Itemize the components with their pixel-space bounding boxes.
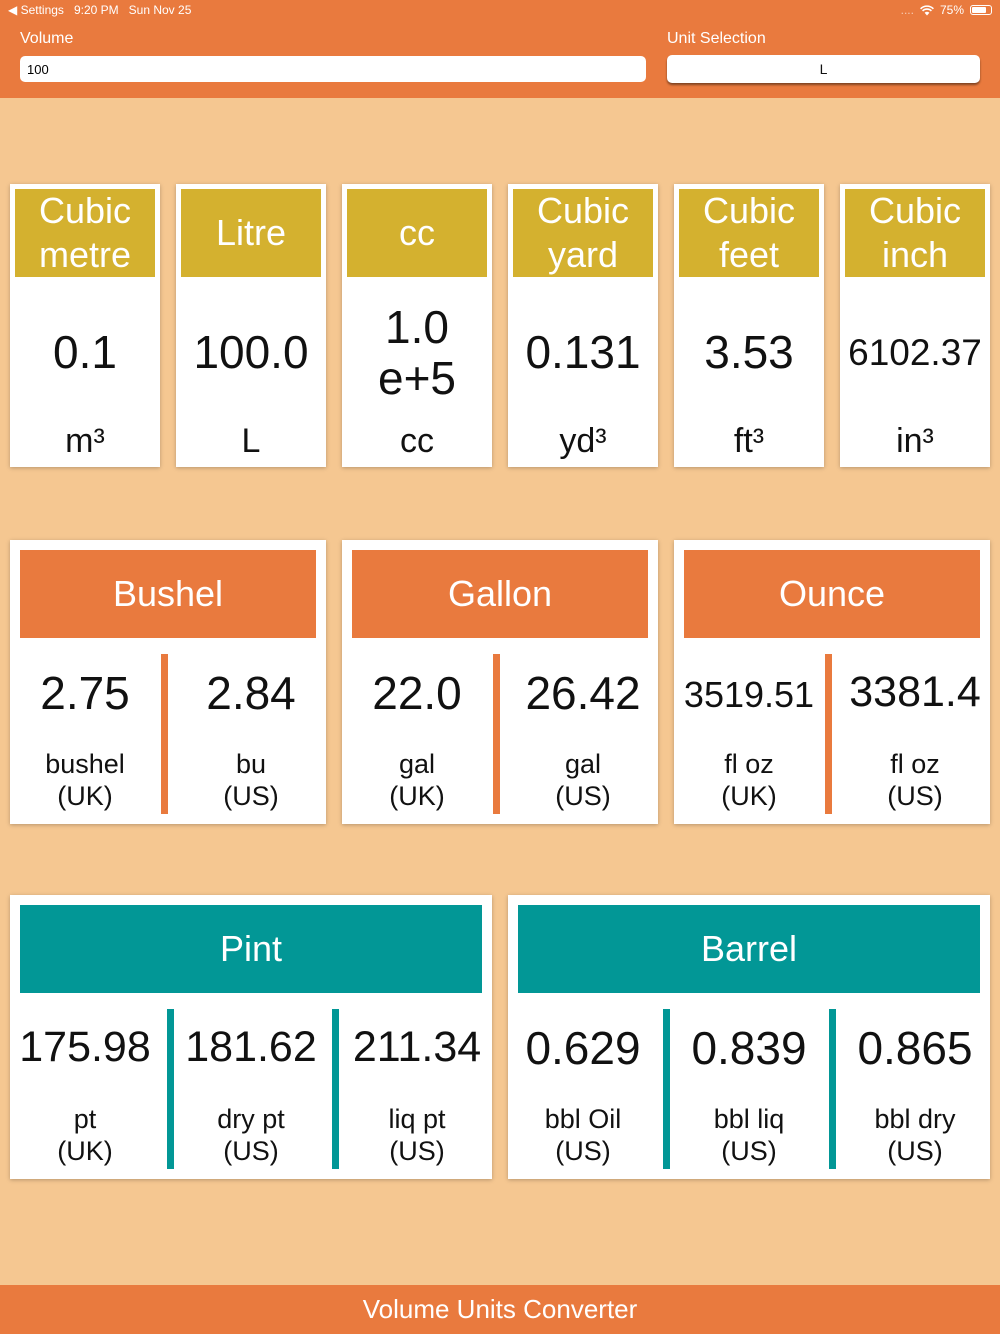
card-cubic-feet: Cubic feet 3.53 ft³ bbox=[674, 184, 824, 467]
unit-selection-label: Unit Selection bbox=[667, 30, 766, 47]
card-title: Litre bbox=[181, 189, 321, 277]
card-unit-us: gal (US) bbox=[555, 749, 611, 811]
card-title: Pint bbox=[20, 905, 482, 993]
card-cubic-metre: Cubic metre 0.1 m³ bbox=[10, 184, 160, 467]
card-ounce: Ounce 3519.51 fl oz (UK) 3381.4 fl oz (US) bbox=[674, 540, 990, 824]
signal-dots: .... bbox=[900, 3, 914, 17]
card-value: 3.53 bbox=[704, 326, 794, 378]
card-unit: L bbox=[241, 422, 261, 460]
card-value-pt-uk: 175.98 bbox=[19, 1023, 151, 1071]
card-value-us: 26.42 bbox=[525, 667, 641, 719]
card-value-bbl-oil: 0.629 bbox=[525, 1022, 641, 1074]
card-title: Cubic metre bbox=[15, 189, 155, 277]
card-value-bbl-dry: 0.865 bbox=[857, 1022, 973, 1074]
card-gallon: Gallon 22.0 gal (UK) 26.42 gal (US) bbox=[342, 540, 658, 824]
card-divider bbox=[493, 654, 500, 814]
card-title: Ounce bbox=[684, 550, 980, 638]
app-title: Volume Units Converter bbox=[362, 1294, 638, 1324]
card-divider bbox=[663, 1009, 670, 1169]
card-cubic-yard: Cubic yard 0.131 yd³ bbox=[508, 184, 658, 467]
card-unit-uk: gal (UK) bbox=[389, 749, 445, 811]
card-cc: cc 1.0 e+5 cc bbox=[342, 184, 492, 467]
card-pint: Pint 175.98 pt (UK) 181.62 dry pt (US) 211… bbox=[10, 895, 492, 1179]
card-title: Barrel bbox=[518, 905, 980, 993]
card-unit-uk: bushel (UK) bbox=[45, 749, 125, 811]
unit-selection-button[interactable]: L bbox=[667, 55, 980, 83]
card-divider bbox=[161, 654, 168, 814]
card-value-uk: 2.75 bbox=[40, 667, 130, 719]
card-unit-bbl-dry: bbl dry (US) bbox=[874, 1104, 956, 1166]
volume-label: Volume bbox=[20, 30, 74, 47]
status-date: Sun Nov 25 bbox=[128, 3, 192, 17]
footer-bar: Volume Units Converter bbox=[0, 1285, 1000, 1334]
card-title: Bushel bbox=[20, 550, 316, 638]
status-bar-left: ◀ Settings 9:20 PM Sun Nov 25 bbox=[8, 3, 191, 17]
card-unit-liq-pt-us: liq pt (US) bbox=[388, 1104, 446, 1166]
card-litre: Litre 100.0 L bbox=[176, 184, 326, 467]
card-value-bbl-liq: 0.839 bbox=[691, 1022, 807, 1074]
card-unit-bbl-oil: bbl Oil (US) bbox=[544, 1104, 622, 1166]
card-title: Cubic feet bbox=[679, 189, 819, 277]
card-unit-uk: fl oz (UK) bbox=[721, 749, 777, 811]
card-title: Gallon bbox=[352, 550, 648, 638]
card-unit-pt-uk: pt (UK) bbox=[57, 1104, 113, 1166]
battery-percent: 75% bbox=[939, 3, 964, 17]
wifi-icon bbox=[920, 4, 934, 15]
card-unit-us: bu (US) bbox=[223, 749, 279, 811]
card-title: Cubic inch bbox=[845, 189, 985, 277]
card-unit: yd³ bbox=[559, 422, 607, 460]
card-unit: in³ bbox=[896, 422, 934, 460]
card-value-dry-pt-us: 181.62 bbox=[185, 1023, 317, 1071]
status-bar-right: .... 75% bbox=[901, 3, 992, 17]
card-divider bbox=[825, 654, 832, 814]
status-time: 9:20 PM bbox=[73, 3, 119, 17]
card-unit-bbl-liq: bbl liq (US) bbox=[713, 1104, 785, 1166]
card-cubic-inch: Cubic inch 6102.37 in³ bbox=[840, 184, 990, 467]
card-barrel: Barrel 0.629 bbl Oil (US) 0.839 bbl liq (U… bbox=[508, 895, 990, 1179]
volume-input[interactable] bbox=[20, 56, 646, 82]
back-to-settings-link[interactable]: ◀ Settings bbox=[8, 3, 64, 17]
card-value: 1.0 e+5 bbox=[377, 301, 457, 404]
card-value: 0.131 bbox=[525, 326, 641, 378]
card-value-liq-pt-us: 211.34 bbox=[352, 1023, 482, 1071]
card-title: cc bbox=[347, 189, 487, 277]
card-unit-dry-pt-us: dry pt (US) bbox=[217, 1104, 285, 1166]
card-value: 6102.37 bbox=[848, 332, 982, 373]
card-title: Cubic yard bbox=[513, 189, 653, 277]
card-value-us: 3381.4 bbox=[849, 668, 981, 716]
unit-selection-value: L bbox=[819, 61, 828, 77]
card-value: 0.1 bbox=[53, 326, 117, 378]
card-bushel: Bushel 2.75 bushel (UK) 2.84 bu (US) bbox=[10, 540, 326, 824]
card-unit: ft³ bbox=[733, 422, 765, 460]
card-unit-us: fl oz (US) bbox=[887, 749, 943, 811]
battery-icon bbox=[970, 5, 992, 15]
card-divider bbox=[332, 1009, 339, 1169]
card-unit: m³ bbox=[65, 422, 105, 460]
card-divider bbox=[167, 1009, 174, 1169]
card-divider bbox=[829, 1009, 836, 1169]
card-value-uk: 3519.51 bbox=[683, 674, 815, 715]
card-unit: cc bbox=[400, 422, 434, 460]
card-value: 100.0 bbox=[193, 326, 309, 378]
card-value-uk: 22.0 bbox=[372, 667, 462, 719]
card-value-us: 2.84 bbox=[206, 667, 296, 719]
header-bar: ◀ Settings 9:20 PM Sun Nov 25 .... 75% V… bbox=[0, 0, 1000, 98]
